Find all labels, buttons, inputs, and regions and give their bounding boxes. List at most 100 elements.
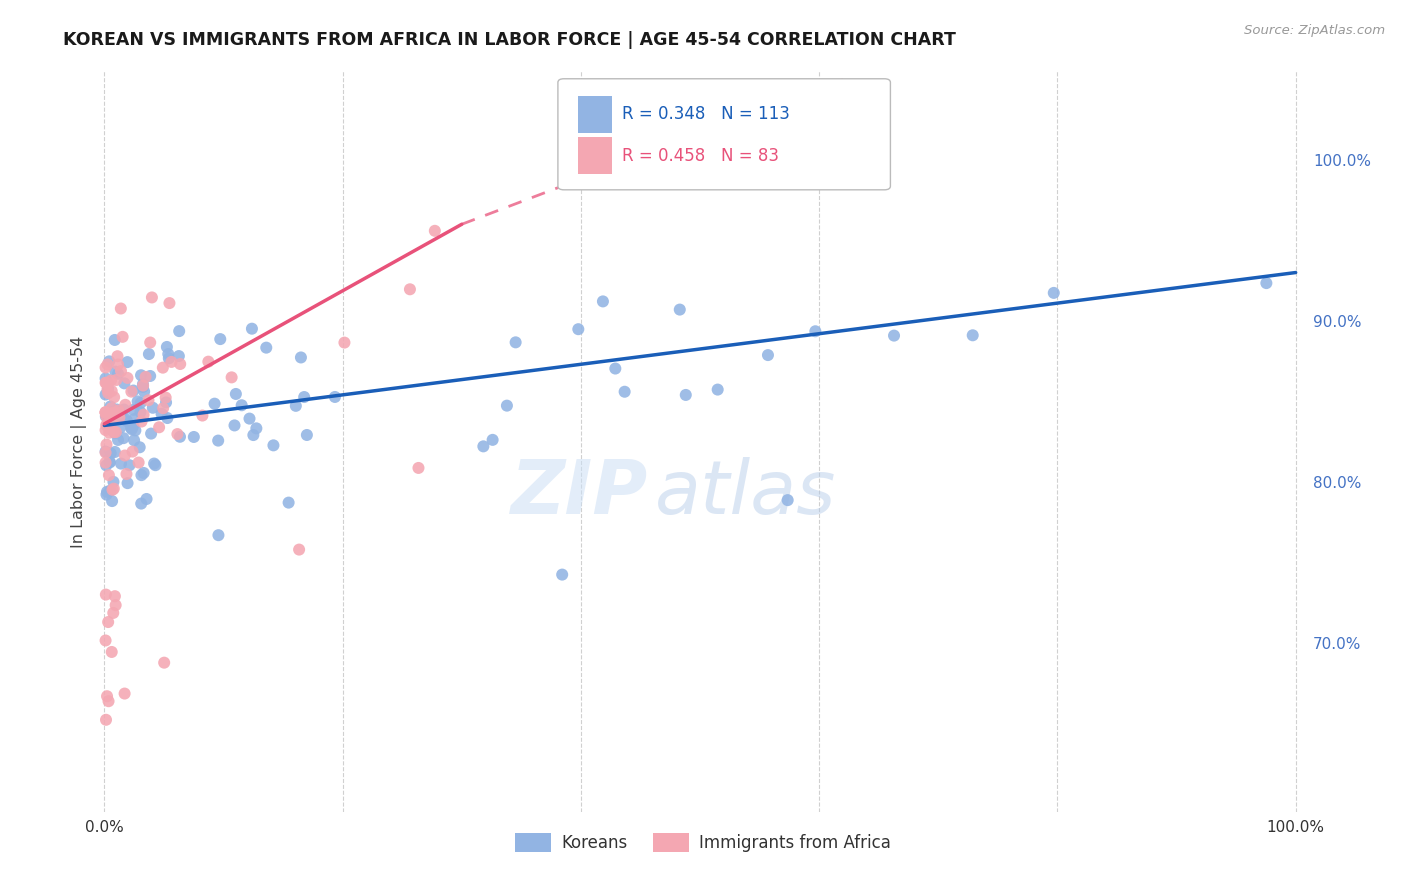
Point: [100, 645, 122, 659]
Point: [423, 224, 446, 238]
Point: [97, 358, 120, 372]
Point: [94, 371, 117, 385]
Point: [94, 713, 117, 727]
Point: [100, 414, 122, 428]
Point: [143, 457, 166, 471]
Point: [103, 425, 125, 440]
Point: [103, 475, 125, 489]
Point: [155, 395, 177, 409]
Point: [117, 355, 139, 369]
Point: [129, 497, 152, 511]
Point: [225, 387, 247, 401]
Point: [183, 430, 205, 444]
Point: [96, 690, 118, 704]
Point: [481, 433, 503, 447]
Point: [94, 409, 117, 424]
Point: [254, 341, 277, 355]
Point: [240, 321, 263, 335]
Point: [605, 361, 627, 376]
Point: [105, 409, 128, 423]
Point: [129, 396, 152, 410]
Point: [134, 384, 156, 399]
Point: [120, 421, 142, 435]
Point: [108, 406, 131, 420]
Point: [135, 370, 157, 384]
Point: [231, 398, 253, 412]
Point: [131, 468, 153, 483]
Point: [132, 377, 155, 392]
Point: [107, 403, 129, 417]
Point: [150, 407, 173, 421]
Point: [141, 290, 163, 304]
Point: [94, 444, 117, 458]
Point: [101, 494, 124, 508]
Point: [94, 456, 117, 470]
Text: R = 0.348   N = 113: R = 0.348 N = 113: [621, 105, 790, 123]
Y-axis label: In Labor Force | Age 45-54: In Labor Force | Age 45-54: [72, 335, 87, 548]
Point: [288, 542, 311, 557]
Point: [111, 330, 134, 344]
Point: [103, 482, 125, 496]
Point: [115, 467, 138, 481]
Point: [138, 347, 160, 361]
Point: [98, 409, 121, 423]
Point: [97, 386, 120, 401]
Point: [103, 390, 125, 404]
Point: [96, 418, 118, 433]
Point: [94, 405, 117, 419]
Point: [138, 393, 160, 408]
Point: [96, 417, 118, 432]
Point: [290, 351, 312, 365]
Point: [1256, 276, 1278, 290]
Text: Source: ZipAtlas.com: Source: ZipAtlas.com: [1244, 24, 1385, 37]
Point: [107, 433, 129, 447]
FancyBboxPatch shape: [578, 95, 613, 133]
Point: [122, 384, 145, 398]
Point: [110, 420, 132, 434]
Point: [121, 444, 143, 458]
Point: [139, 369, 162, 384]
Point: [132, 408, 155, 422]
Point: [295, 428, 318, 442]
FancyBboxPatch shape: [558, 78, 890, 190]
Point: [114, 449, 136, 463]
Point: [98, 421, 121, 435]
Point: [399, 282, 422, 296]
Point: [94, 445, 117, 459]
Point: [129, 368, 152, 383]
Point: [139, 335, 162, 350]
Point: [284, 399, 307, 413]
Point: [97, 694, 120, 708]
Point: [122, 434, 145, 448]
Point: [132, 380, 155, 394]
Point: [238, 411, 260, 425]
Point: [117, 371, 139, 385]
Point: [104, 365, 127, 379]
Point: [145, 458, 167, 473]
Point: [104, 445, 127, 459]
Point: [110, 364, 132, 378]
Point: [104, 598, 127, 612]
Point: [156, 340, 179, 354]
Point: [166, 427, 188, 442]
Point: [96, 437, 118, 451]
Point: [169, 357, 191, 371]
Point: [551, 567, 574, 582]
Point: [131, 415, 153, 429]
Point: [96, 484, 118, 499]
Point: [122, 402, 145, 417]
Point: [204, 397, 226, 411]
Point: [108, 410, 131, 425]
Point: [128, 456, 150, 470]
Point: [132, 466, 155, 480]
Point: [96, 376, 118, 391]
Point: [167, 349, 190, 363]
Point: [613, 384, 636, 399]
Point: [100, 401, 122, 416]
Point: [962, 328, 984, 343]
Point: [105, 373, 128, 387]
Point: [122, 419, 145, 434]
Point: [804, 324, 827, 338]
Point: [114, 687, 136, 701]
Point: [132, 378, 155, 392]
